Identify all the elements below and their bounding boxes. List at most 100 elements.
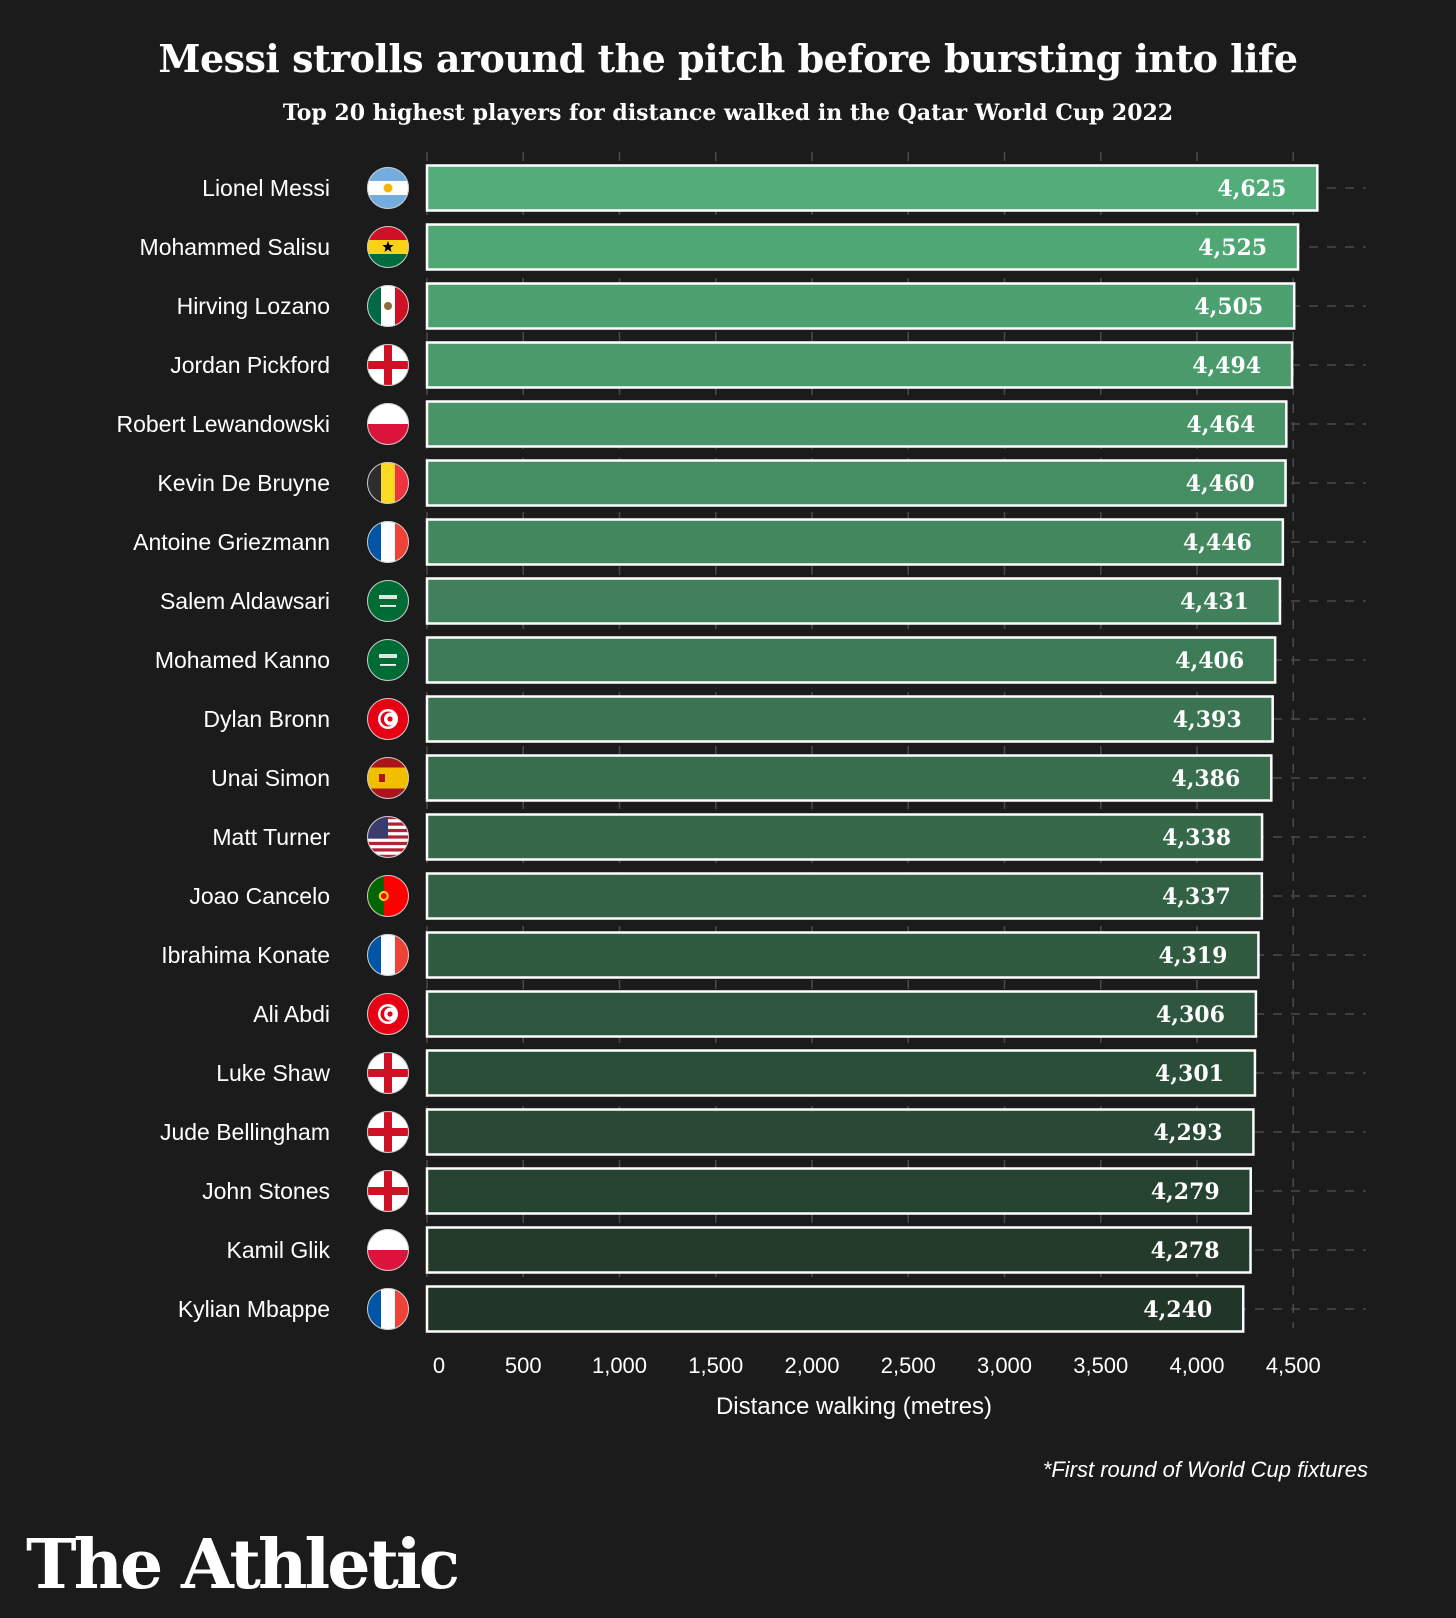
bar <box>425 223 1300 271</box>
bar <box>425 518 1285 566</box>
x-tick-label: 1,000 <box>592 1353 647 1378</box>
poland-flag-icon <box>367 1229 409 1271</box>
x-tick-label: 1,500 <box>688 1353 743 1378</box>
argentina-flag-icon <box>367 167 409 209</box>
brand-logo: The Athletic <box>26 1525 460 1605</box>
player-name-label: Mohamed Kanno <box>155 647 330 673</box>
tunisia-flag-icon <box>367 993 409 1035</box>
player-name-label: Hirving Lozano <box>177 293 330 319</box>
bar-value-label: 4,431 <box>1180 589 1249 615</box>
player-labels: Lionel Messi Mohammed Salisu Hirving Lozan… <box>116 175 330 1322</box>
bar <box>425 813 1264 861</box>
player-name-label: Jordan Pickford <box>170 352 330 378</box>
bar-value-label: 4,464 <box>1186 412 1255 438</box>
saudi-arabia-flag-icon <box>367 639 409 681</box>
bar-value-label: 4,494 <box>1192 353 1261 379</box>
x-axis: 0 500 1,000 1,500 2,000 2,500 3,000 3,500 4,000 4… <box>433 1353 1321 1420</box>
bar <box>425 754 1273 802</box>
bar-value-label: 4,446 <box>1183 530 1252 556</box>
bar <box>425 341 1294 389</box>
ghana-flag-icon <box>367 226 409 268</box>
bar <box>425 577 1282 625</box>
bar-value-label: 4,306 <box>1156 1002 1225 1028</box>
bar-value-label: 4,406 <box>1175 648 1244 674</box>
bar <box>425 1108 1255 1156</box>
bar <box>425 1167 1252 1215</box>
bar <box>425 872 1264 920</box>
player-name-label: Jude Bellingham <box>160 1119 330 1145</box>
bar <box>425 990 1258 1038</box>
player-name-label: Lionel Messi <box>202 175 330 201</box>
usa-flag-icon <box>367 816 409 858</box>
x-tick-label: 2,500 <box>881 1353 936 1378</box>
player-name-label: Ibrahima Konate <box>161 942 330 968</box>
bars: 4,625 4,525 4,505 4,494 4,464 4,460 4,446 4,431… <box>425 164 1319 1333</box>
player-name-label: Unai Simon <box>211 765 330 791</box>
footnote: *First round of World Cup fixtures <box>1042 1457 1368 1482</box>
x-tick-label: 4,000 <box>1169 1353 1224 1378</box>
player-name-label: Antoine Griezmann <box>133 529 330 555</box>
england-flag-icon <box>367 1111 409 1153</box>
x-tick-label: 3,500 <box>1073 1353 1128 1378</box>
bar-value-label: 4,240 <box>1143 1297 1212 1323</box>
x-axis-label: Distance walking (metres) <box>716 1393 992 1420</box>
country-flags <box>367 167 409 1330</box>
france-flag-icon <box>367 934 409 976</box>
france-flag-icon <box>367 521 409 563</box>
poland-flag-icon <box>367 403 409 445</box>
portugal-flag-icon <box>367 875 409 917</box>
bar <box>425 636 1277 684</box>
bar <box>425 1285 1245 1333</box>
bar-value-label: 4,337 <box>1162 884 1231 910</box>
player-name-label: Ali Abdi <box>253 1001 330 1027</box>
bar-value-label: 4,525 <box>1198 235 1267 261</box>
bar-value-label: 4,319 <box>1159 943 1228 969</box>
england-flag-icon <box>367 344 409 386</box>
bar-value-label: 4,338 <box>1162 825 1231 851</box>
chart-subtitle: Top 20 highest players for distance walk… <box>282 100 1174 126</box>
bar-value-label: 4,393 <box>1173 707 1242 733</box>
belgium-flag-icon <box>367 462 409 504</box>
bar <box>425 400 1288 448</box>
spain-flag-icon <box>367 757 409 799</box>
x-tick-label: 0 <box>433 1353 445 1378</box>
bar-value-label: 4,279 <box>1151 1179 1220 1205</box>
saudi-arabia-flag-icon <box>367 580 409 622</box>
player-name-label: Robert Lewandowski <box>116 411 330 437</box>
player-name-label: Joao Cancelo <box>189 883 330 909</box>
player-name-label: Matt Turner <box>212 824 330 850</box>
player-name-label: Luke Shaw <box>216 1060 330 1086</box>
bar <box>425 459 1287 507</box>
bar <box>425 282 1296 330</box>
france-flag-icon <box>367 1288 409 1330</box>
bar <box>425 164 1319 212</box>
bar-value-label: 4,301 <box>1155 1061 1224 1087</box>
bar-value-label: 4,505 <box>1194 294 1263 320</box>
tunisia-flag-icon <box>367 698 409 740</box>
player-name-label: Mohammed Salisu <box>140 234 330 260</box>
bar <box>425 695 1274 743</box>
bar-value-label: 4,293 <box>1154 1120 1223 1146</box>
player-name-label: Dylan Bronn <box>203 706 330 732</box>
bar-value-label: 4,386 <box>1171 766 1240 792</box>
bar-value-label: 4,460 <box>1186 471 1255 497</box>
player-name-label: Kamil Glik <box>226 1237 330 1263</box>
bar <box>425 1049 1257 1097</box>
x-tick-label: 500 <box>505 1353 542 1378</box>
bar-value-label: 4,278 <box>1151 1238 1220 1264</box>
england-flag-icon <box>367 1052 409 1094</box>
player-name-label: John Stones <box>202 1178 330 1204</box>
mexico-flag-icon <box>367 285 409 327</box>
bar-value-label: 4,625 <box>1217 176 1286 202</box>
x-tick-label: 2,000 <box>784 1353 839 1378</box>
x-tick-label: 4,500 <box>1266 1353 1321 1378</box>
bar <box>425 1226 1252 1274</box>
england-flag-icon <box>367 1170 409 1212</box>
player-name-label: Kevin De Bruyne <box>157 470 330 496</box>
x-tick-label: 3,000 <box>977 1353 1032 1378</box>
chart-title: Messi strolls around the pitch before bu… <box>158 36 1298 81</box>
bar <box>425 931 1260 979</box>
player-name-label: Salem Aldawsari <box>160 588 330 614</box>
player-name-label: Kylian Mbappe <box>178 1296 330 1322</box>
